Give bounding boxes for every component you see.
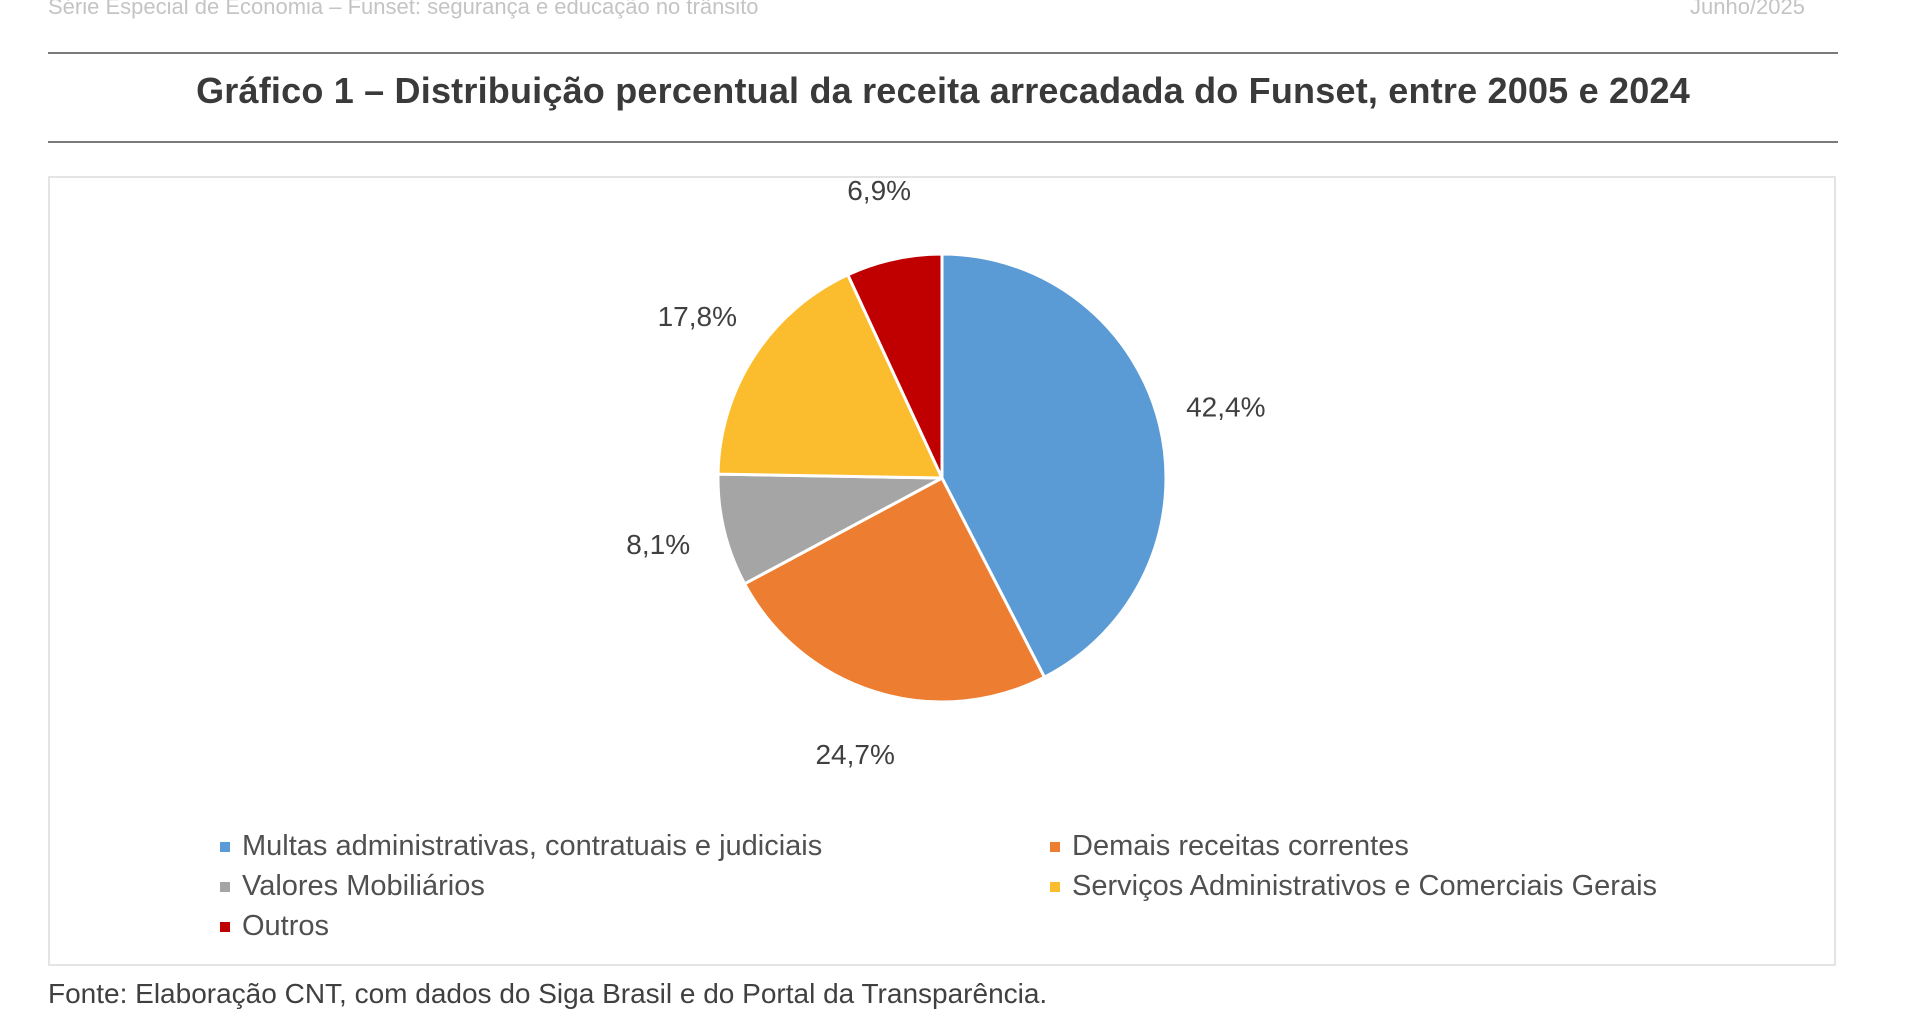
pie-slice — [940, 252, 1168, 679]
legend-swatch — [220, 841, 230, 852]
pie-data-label: 42,4% — [1186, 392, 1265, 423]
pie-slice — [743, 476, 1046, 704]
legend-label: Multas administrativas, contratuais e ju… — [242, 830, 823, 862]
running-header-left: Série Especial de Economia – Funset: seg… — [48, 0, 759, 19]
pie-data-label: 17,8% — [658, 301, 737, 332]
legend-swatch — [1050, 841, 1060, 852]
title-rule-top — [48, 52, 1838, 54]
pie-slice — [846, 252, 944, 480]
legend-item: Outros — [220, 910, 329, 943]
title-rule-bottom — [48, 141, 1838, 143]
pie-slice — [716, 472, 944, 586]
legend-label: Demais receitas correntes — [1072, 830, 1409, 862]
chart-title: Gráfico 1 – Distribuição percentual da r… — [196, 70, 1690, 111]
legend-item: Multas administrativas, contratuais e ju… — [220, 830, 822, 863]
legend-item: Serviços Administrativos e Comerciais Ge… — [1050, 870, 1657, 903]
pie-data-label: 24,7% — [815, 739, 894, 770]
source-note: Fonte: Elaboração CNT, com dados do Siga… — [48, 978, 1048, 1009]
pie-data-label: 6,9% — [847, 175, 911, 206]
legend-swatch — [220, 881, 230, 892]
legend-label: Serviços Administrativos e Comerciais Ge… — [1072, 870, 1658, 902]
legend-label: Valores Mobiliários — [242, 870, 485, 902]
legend-swatch — [220, 921, 230, 932]
legend-item: Valores Mobiliários — [220, 870, 485, 903]
legend-item: Demais receitas correntes — [1050, 830, 1409, 863]
running-header-right: Junho/2025 — [1690, 0, 1805, 19]
pie-data-label: 8,1% — [626, 529, 690, 560]
pie-slice — [716, 273, 944, 480]
legend-swatch — [1050, 881, 1060, 892]
legend-label: Outros — [242, 910, 330, 942]
running-header: Série Especial de Economia – Funset: seg… — [48, 0, 1805, 19]
